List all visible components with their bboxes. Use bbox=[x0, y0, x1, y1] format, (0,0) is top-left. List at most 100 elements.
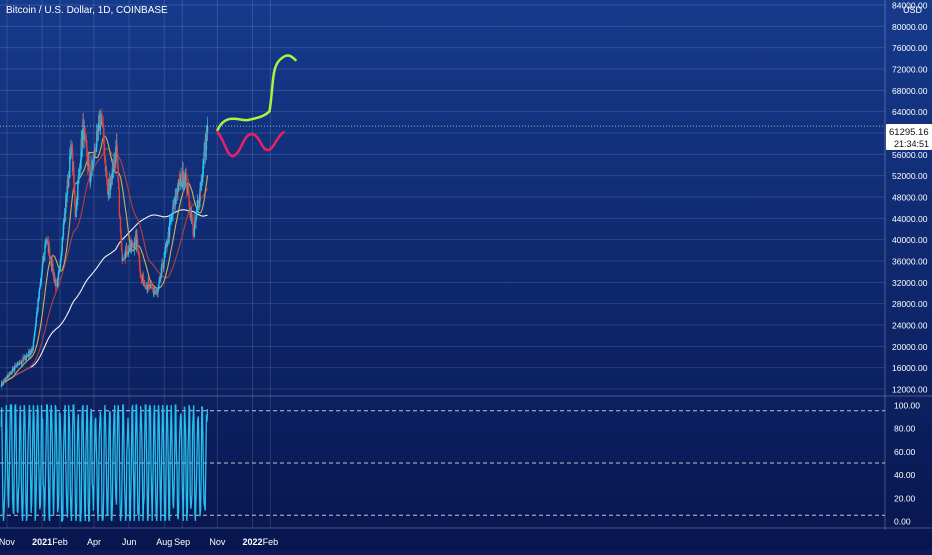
candle-body bbox=[186, 174, 188, 191]
candle-body bbox=[126, 245, 128, 255]
candle-body bbox=[58, 270, 60, 275]
candle-body bbox=[103, 127, 105, 144]
candle-body bbox=[188, 194, 190, 207]
candle-body bbox=[80, 138, 82, 161]
candle-body bbox=[80, 160, 82, 169]
price-tick-label: 36000.00 bbox=[892, 257, 928, 267]
time-tick-label: Nov bbox=[0, 537, 15, 547]
candle-body bbox=[75, 210, 77, 217]
candle-body bbox=[33, 332, 36, 338]
candle-body bbox=[56, 280, 59, 287]
candle-body bbox=[194, 220, 196, 228]
candle-body bbox=[30, 350, 32, 353]
price-pane[interactable] bbox=[0, 108, 885, 389]
candle-body bbox=[195, 217, 197, 222]
candle-body bbox=[35, 323, 37, 328]
candle-body bbox=[206, 132, 208, 134]
candle-body bbox=[149, 284, 152, 289]
candle-body bbox=[112, 166, 114, 171]
candle-body bbox=[152, 289, 155, 292]
currency-label[interactable]: USD bbox=[903, 5, 923, 15]
candle-body bbox=[90, 165, 93, 168]
candle-body bbox=[61, 236, 63, 251]
candle-body bbox=[2, 380, 5, 384]
candle-body bbox=[48, 247, 51, 259]
oscillator-tick-label: 60.00 bbox=[894, 447, 916, 457]
candle-body bbox=[37, 298, 40, 300]
candle-body bbox=[196, 207, 198, 211]
candle-body bbox=[122, 258, 124, 261]
candle-body bbox=[116, 143, 118, 154]
candle-body bbox=[87, 161, 89, 166]
candle-body bbox=[164, 251, 166, 253]
oscillator-tick-label: 100.00 bbox=[894, 401, 920, 411]
candle-body bbox=[202, 160, 205, 166]
candle-body bbox=[142, 276, 145, 287]
candle-body bbox=[133, 246, 136, 249]
candle-body bbox=[55, 280, 58, 284]
candle-body bbox=[13, 368, 16, 371]
candle-body bbox=[67, 175, 70, 188]
price-tick-label: 72000.00 bbox=[892, 65, 928, 75]
candle-body bbox=[78, 169, 80, 177]
candle-body bbox=[93, 148, 96, 159]
candle-body bbox=[69, 156, 71, 178]
candle-body bbox=[144, 283, 146, 285]
bearish-scenario-path bbox=[216, 130, 285, 158]
candle-body bbox=[41, 260, 44, 268]
candle-body bbox=[69, 155, 72, 157]
candle-body bbox=[38, 290, 40, 299]
candle-body bbox=[66, 180, 69, 195]
candle-body bbox=[151, 285, 153, 288]
candle-body bbox=[85, 134, 87, 140]
time-tick-label: Feb bbox=[52, 537, 68, 547]
candle-body bbox=[124, 250, 127, 259]
candle-body bbox=[35, 316, 38, 324]
candle-body bbox=[164, 247, 167, 252]
candle-body bbox=[170, 216, 172, 222]
candle-body bbox=[95, 146, 97, 152]
candle-body bbox=[182, 170, 185, 185]
candle-body bbox=[135, 234, 138, 246]
candle-body bbox=[195, 210, 198, 218]
candle-body bbox=[96, 130, 98, 147]
candle-body bbox=[199, 188, 201, 202]
candle-body bbox=[137, 239, 139, 251]
candle-body bbox=[101, 120, 104, 124]
candle-body bbox=[1, 381, 3, 387]
candle-body bbox=[8, 375, 10, 377]
candle-body bbox=[4, 378, 6, 381]
candle-body bbox=[110, 175, 112, 183]
candle-body bbox=[47, 238, 49, 241]
candle-body bbox=[40, 279, 42, 283]
candle-body bbox=[32, 341, 35, 348]
candle-body bbox=[131, 241, 134, 246]
price-tick-label: 16000.00 bbox=[892, 363, 928, 373]
candle-body bbox=[17, 362, 20, 365]
candle-body bbox=[88, 163, 91, 176]
candle-body bbox=[6, 376, 8, 378]
candle-body bbox=[90, 165, 92, 177]
price-tick-label: 24000.00 bbox=[892, 321, 928, 331]
candle-body bbox=[5, 377, 8, 379]
candle-body bbox=[92, 160, 94, 169]
candle-body bbox=[24, 355, 27, 360]
candle-body bbox=[34, 327, 36, 333]
candle-body bbox=[40, 274, 43, 280]
candle-body bbox=[3, 380, 6, 382]
candle-body bbox=[191, 220, 194, 223]
candle-body bbox=[156, 290, 158, 292]
candle-body bbox=[16, 363, 18, 366]
oscillator-pane[interactable] bbox=[0, 403, 885, 522]
candle-body bbox=[85, 139, 88, 148]
price-tick-label: 48000.00 bbox=[892, 193, 928, 203]
candle-body bbox=[175, 193, 178, 197]
candle-body bbox=[112, 168, 115, 171]
candle-body bbox=[77, 182, 79, 201]
oscillator-tick-label: 80.00 bbox=[894, 424, 916, 434]
candle-body bbox=[37, 299, 39, 310]
candle-body bbox=[198, 201, 201, 205]
candle-body bbox=[129, 247, 131, 252]
